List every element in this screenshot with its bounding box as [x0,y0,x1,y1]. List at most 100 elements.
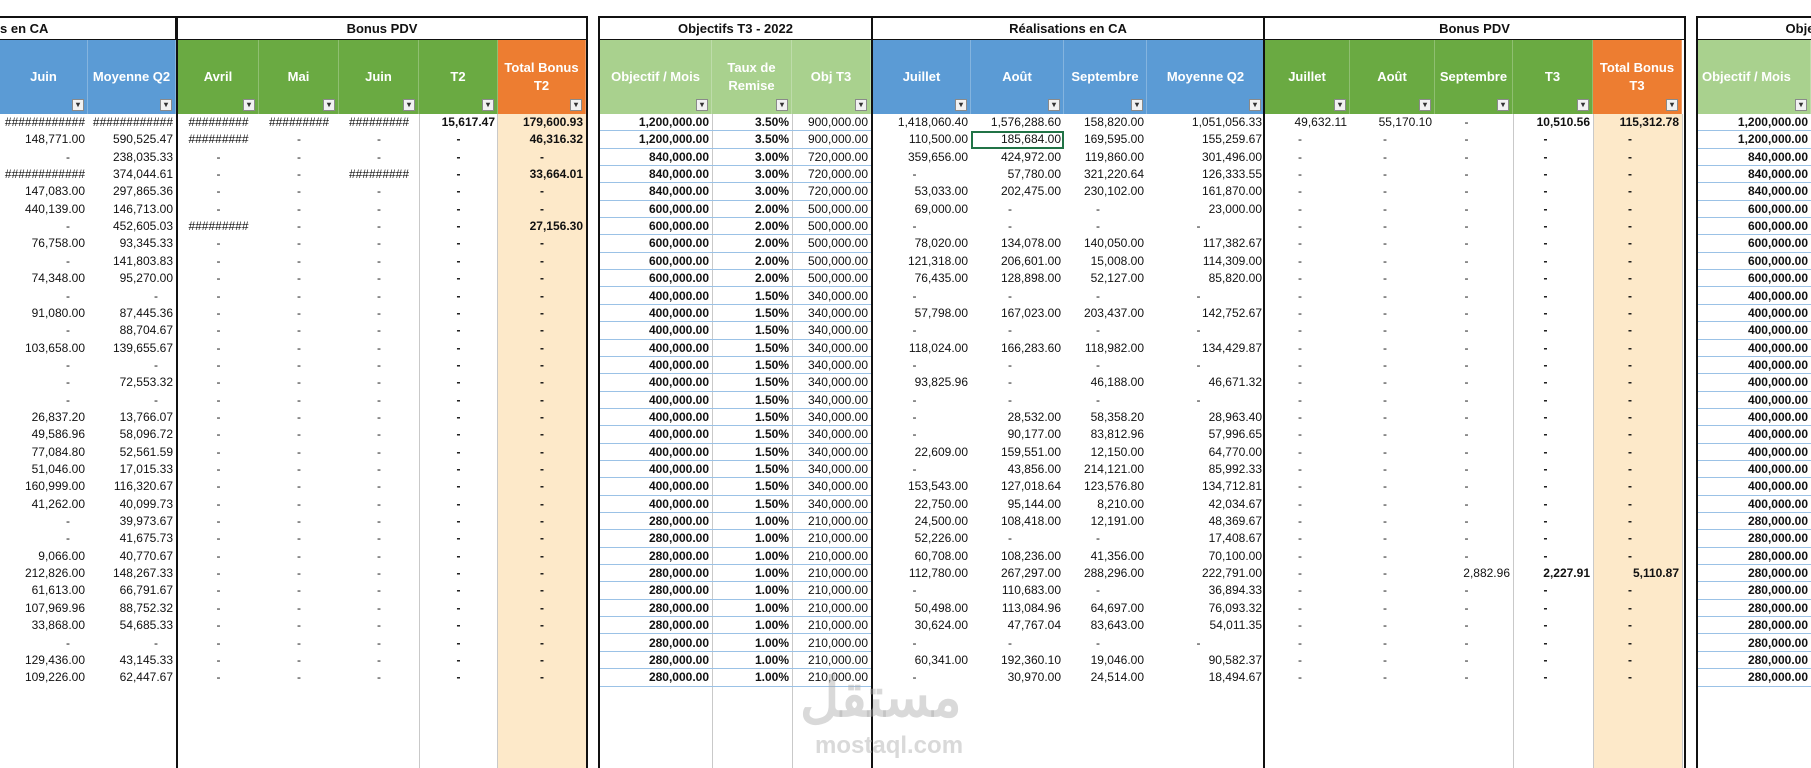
cell-total-bonus-t2[interactable]: - [540,340,544,355]
cell-taux-remise[interactable]: 3.00% [712,149,792,167]
cell-avril[interactable]: - [216,479,221,494]
cell-juillet-bonus[interactable]: - [1298,323,1302,338]
cell-septembre[interactable]: 58,358.20 [1090,409,1144,424]
filter-dropdown-icon[interactable]: ▾ [1048,99,1060,111]
cell-avril[interactable]: - [216,531,221,546]
cell-obj-t3[interactable]: 340,000.00 [792,305,871,323]
cell-moyenne-q2[interactable]: 17,015.33 [119,462,173,476]
cell-moyenne-q2-t3[interactable]: - [1196,323,1201,338]
cell-juillet[interactable]: 153,543.00 [907,479,968,494]
cell-juin[interactable]: 440,139.00 [24,201,85,216]
cell-total-bonus-t3[interactable]: - [1628,357,1632,372]
cell-moyenne-q2[interactable]: 41,675.73 [119,531,173,546]
cell-moyenne-q2[interactable]: - [154,288,158,303]
cell-t2[interactable]: - [456,132,461,147]
cell-moyenne-q2[interactable]: 146,713.00 [112,201,173,216]
cell-total-bonus-t3[interactable]: - [1628,635,1632,650]
cell-avril[interactable]: - [216,236,221,251]
cell-objectif-mois[interactable]: 400,000.00 [600,288,712,305]
cell-obj-t3[interactable]: 340,000.00 [792,496,871,514]
cell-total-bonus-t2[interactable]: - [540,305,544,320]
cell-t2[interactable]: - [456,392,461,407]
col-header-objectif-mois-next[interactable]: Objectif / Mois ▾ [1698,40,1811,114]
cell-total-bonus-t3[interactable]: - [1628,479,1632,494]
cell-aout-bonus[interactable]: - [1383,496,1387,511]
cell-t2[interactable]: - [456,409,461,424]
cell-obj-t3[interactable]: 210,000.00 [792,669,871,687]
filter-dropdown-icon[interactable]: ▾ [955,99,967,111]
cell-aout-bonus[interactable]: - [1383,357,1387,372]
cell-objectif-mois[interactable]: 600,000.00 [600,201,712,219]
cell-septembre[interactable]: 321,220.64 [1083,167,1144,182]
cell-objectif-mois-next[interactable]: 840,000.00 [1698,149,1811,167]
cell-septembre[interactable]: - [1096,635,1100,650]
cell-juin-bonus[interactable]: - [377,635,381,650]
cell-taux-remise[interactable]: 1.50% [712,426,792,444]
cell-avril[interactable]: - [216,288,221,303]
cell-aout-bonus[interactable]: - [1383,444,1387,459]
cell-aout-bonus[interactable]: - [1383,462,1387,476]
cell-septembre-bonus[interactable]: - [1464,167,1469,182]
cell-juillet-bonus[interactable]: - [1298,635,1302,650]
cell-avril[interactable]: - [216,375,221,390]
cell-septembre-bonus[interactable]: - [1464,652,1469,667]
cell-total-bonus-t2[interactable]: - [540,427,544,442]
cell-objectif-mois[interactable]: 840,000.00 [600,183,712,201]
cell-objectif-mois-next[interactable]: 400,000.00 [1698,478,1811,496]
col-header-juin-bonus[interactable]: Juin ▾ [339,40,419,114]
cell-t2[interactable]: - [456,635,461,650]
cell-aout[interactable]: 424,972.00 [1000,149,1061,164]
cell-septembre[interactable]: 41,356.00 [1090,548,1144,563]
cell-septembre[interactable]: 83,812.96 [1090,427,1144,442]
cell-septembre-bonus[interactable]: 2,882.96 [1463,566,1510,581]
cell-obj-t3[interactable]: 210,000.00 [792,600,871,618]
col-header-mai[interactable]: Mai ▾ [259,40,339,114]
cell-total-bonus-t3[interactable]: - [1628,583,1632,598]
cell-aout[interactable]: 166,283.60 [1000,340,1061,355]
cell-t3[interactable]: - [1543,427,1548,442]
cell-juillet[interactable]: 1,418,060.40 [897,115,968,129]
cell-objectif-mois-next[interactable]: 400,000.00 [1698,409,1811,427]
cell-septembre[interactable]: 203,437.00 [1083,305,1144,320]
cell-moyenne-q2[interactable]: 374,044.61 [112,167,173,182]
cell-total-bonus-t3[interactable]: - [1628,531,1632,546]
cell-avril[interactable]: - [216,201,221,216]
cell-avril[interactable]: - [216,409,221,424]
cell-t2[interactable]: - [456,548,461,563]
cell-t2[interactable]: - [456,427,461,442]
cell-aout-bonus[interactable]: - [1383,236,1387,251]
cell-juillet[interactable]: - [912,427,917,442]
cell-moyenne-q2-t3[interactable]: 117,382.67 [1202,236,1262,251]
cell-septembre-bonus[interactable]: - [1464,462,1469,476]
cell-juin-bonus[interactable]: - [377,444,381,459]
cell-aout-bonus[interactable]: - [1383,132,1387,147]
cell-aout[interactable]: - [1008,531,1012,546]
cell-t3[interactable]: - [1543,184,1548,199]
cell-objectif-mois[interactable]: 280,000.00 [600,600,712,618]
cell-juillet[interactable]: - [912,288,917,303]
cell-objectif-mois-next[interactable]: 400,000.00 [1698,288,1811,305]
cell-juillet-bonus[interactable]: - [1298,479,1302,494]
cell-obj-t3[interactable]: 500,000.00 [792,235,871,253]
cell-septembre[interactable]: 83,643.00 [1090,618,1144,633]
cell-moyenne-q2-t3[interactable]: 1,051,056.33 [1191,115,1262,129]
cell-t2[interactable]: - [456,288,461,303]
cell-moyenne-q2-t3[interactable]: 46,671.32 [1208,375,1262,390]
cell-objectif-mois-next[interactable]: 400,000.00 [1698,322,1811,340]
cell-objectif-mois[interactable]: 1,200,000.00 [600,131,712,149]
cell-juin-bonus[interactable]: - [377,132,381,147]
filter-dropdown-icon[interactable]: ▾ [482,99,494,111]
cell-septembre[interactable]: 230,102.00 [1083,184,1144,199]
cell-total-bonus-t3[interactable]: - [1628,496,1632,511]
cell-mai[interactable]: ######### [268,115,330,129]
cell-total-bonus-t2[interactable]: - [540,409,544,424]
cell-total-bonus-t2[interactable]: - [540,566,544,581]
cell-aout-bonus[interactable]: - [1383,305,1387,320]
cell-taux-remise[interactable]: 3.00% [712,183,792,201]
cell-aout[interactable]: 108,418.00 [1000,514,1061,529]
cell-juillet-bonus[interactable]: - [1298,583,1302,598]
cell-total-bonus-t3[interactable]: - [1628,514,1632,529]
cell-juin[interactable]: - [66,219,70,234]
cell-moyenne-q2[interactable]: 95,270.00 [119,271,173,286]
cell-septembre-bonus[interactable]: - [1464,444,1469,459]
